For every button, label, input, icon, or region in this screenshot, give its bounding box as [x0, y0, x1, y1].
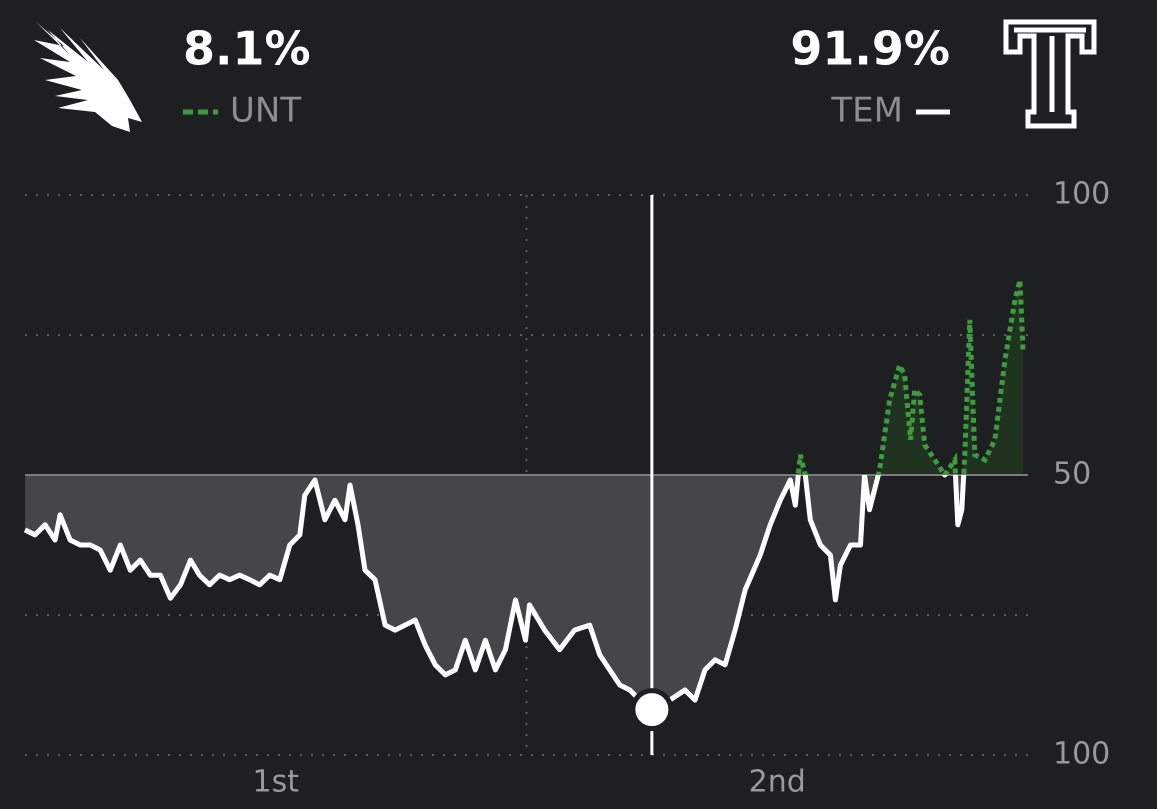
y-tick-label: 100 [1053, 177, 1110, 212]
legend-label: TEM [830, 91, 903, 131]
area-above [25, 280, 1023, 475]
period-label: 1st [253, 765, 300, 800]
y-tick-label: 100 [1053, 737, 1110, 772]
team-probability: 8.1% [183, 22, 311, 76]
unt-logo [34, 22, 142, 132]
plot: 100 50 100 1st 2nd [23, 177, 1110, 800]
tem-logo [1003, 19, 1097, 129]
y-tick-label: 50 [1053, 457, 1091, 492]
line-tem [23, 475, 967, 708]
period-label: 2nd [749, 765, 806, 800]
legend-label: UNT [230, 91, 301, 131]
cursor-marker [630, 688, 674, 732]
area-below [25, 475, 1023, 706]
team-probability: 91.9% [790, 22, 950, 76]
